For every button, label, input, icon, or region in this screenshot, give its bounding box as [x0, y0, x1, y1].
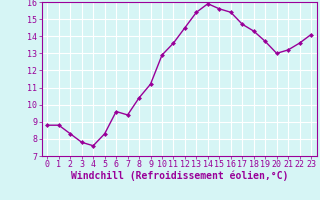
- X-axis label: Windchill (Refroidissement éolien,°C): Windchill (Refroidissement éolien,°C): [70, 171, 288, 181]
